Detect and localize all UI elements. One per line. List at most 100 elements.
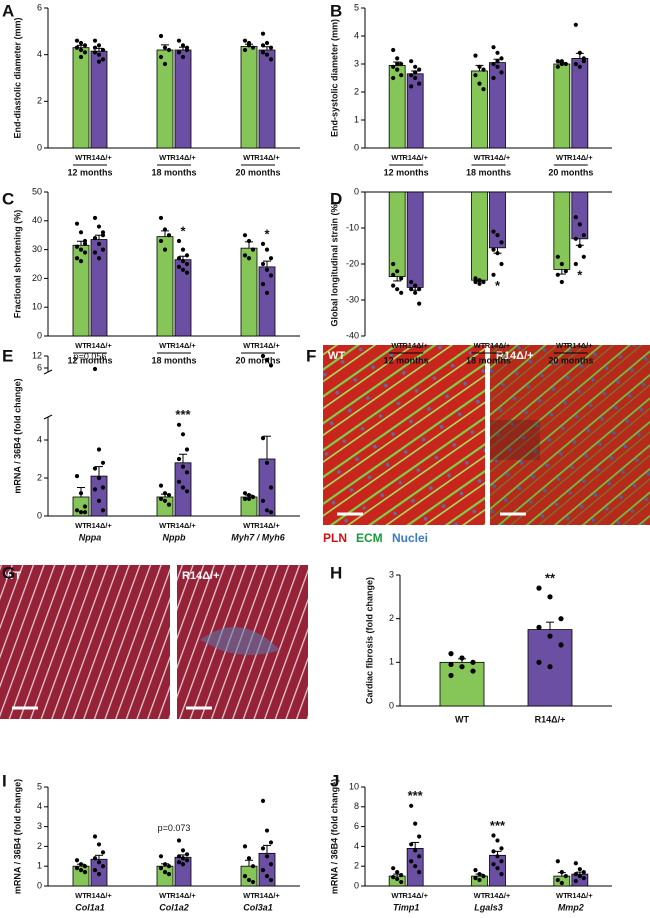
y-tick-label: 4 — [354, 30, 359, 40]
data-point — [242, 491, 248, 496]
data-point — [264, 267, 270, 272]
data-point — [74, 866, 80, 871]
group-label: Col1a2 — [159, 902, 189, 912]
annotation: * — [180, 223, 186, 238]
data-point — [268, 485, 274, 490]
data-point — [260, 353, 266, 359]
image-wt — [323, 345, 485, 525]
data-point — [473, 276, 478, 281]
data-point — [264, 40, 270, 46]
data-point — [577, 874, 582, 879]
data-point — [246, 256, 252, 261]
data-point — [459, 664, 465, 670]
y-tick-label: 3 — [37, 821, 42, 831]
data-point — [78, 510, 84, 515]
data-point — [491, 61, 496, 67]
data-point — [82, 504, 88, 509]
data-point — [395, 61, 400, 67]
bar — [174, 49, 192, 149]
data-point — [536, 659, 542, 665]
data-point — [268, 862, 274, 867]
data-point — [184, 470, 190, 475]
data-point — [409, 59, 414, 64]
image-region — [490, 420, 540, 460]
data-point — [96, 860, 102, 865]
x-tick-label: WT — [159, 341, 171, 350]
data-point — [82, 50, 88, 55]
data-point — [74, 474, 80, 479]
data-point — [391, 47, 396, 53]
data-point — [78, 868, 84, 873]
data-point — [96, 872, 102, 877]
data-point — [242, 253, 248, 258]
legend-entry: ECM — [356, 531, 383, 545]
data-point — [158, 215, 164, 221]
data-point — [417, 870, 422, 875]
data-point — [448, 661, 454, 668]
data-point — [176, 479, 182, 484]
data-point — [246, 877, 252, 883]
micrograph-g: WT R14Δ/+ — [0, 565, 308, 719]
x-tick-label: WT — [474, 153, 486, 162]
data-point — [268, 840, 274, 845]
data-point — [417, 834, 422, 839]
group-label: 18 months — [466, 355, 511, 365]
data-point — [417, 67, 422, 72]
y-axis-label: Cardiac fibrosis (fold change) — [364, 577, 374, 704]
data-point — [162, 227, 168, 232]
bar — [471, 191, 488, 281]
data-point — [391, 866, 396, 871]
x-tick-label: R14Δ/+ — [567, 341, 593, 350]
data-point — [409, 73, 414, 78]
data-point — [495, 838, 500, 843]
y-tick-label: 2 — [37, 841, 42, 851]
data-point — [100, 47, 106, 53]
data-point — [547, 594, 553, 600]
data-point — [417, 854, 422, 859]
x-tick-label: R14Δ/+ — [254, 153, 280, 162]
data-point — [268, 273, 274, 278]
data-point — [78, 47, 84, 53]
data-point — [74, 256, 80, 261]
data-point — [92, 38, 98, 43]
data-point — [573, 872, 578, 877]
group-label: 18 months — [466, 167, 511, 177]
y-tick-label: 4 — [37, 49, 42, 59]
data-point — [581, 233, 586, 238]
data-point — [581, 59, 586, 64]
data-point — [577, 64, 582, 69]
data-point — [264, 52, 270, 57]
data-point — [555, 59, 560, 64]
data-point — [495, 59, 500, 64]
x-tick-label: WT — [556, 153, 568, 162]
x-tick-label: R14Δ/+ — [86, 891, 112, 900]
y-tick-label: 10 — [32, 302, 42, 312]
data-point — [180, 267, 186, 272]
data-point — [92, 250, 98, 255]
y-tick-label: 3 — [354, 58, 359, 68]
data-point — [162, 491, 168, 496]
data-point — [78, 862, 84, 867]
bar — [90, 50, 108, 149]
data-point — [491, 75, 496, 81]
data-point — [96, 498, 102, 503]
data-point — [82, 510, 88, 515]
data-point — [581, 875, 586, 881]
data-point — [166, 872, 172, 877]
data-point — [78, 491, 84, 496]
data-point — [499, 56, 504, 61]
y-axis-label: mRNA / 36B4 (fold change) — [329, 779, 339, 894]
data-point — [250, 864, 256, 869]
data-point — [577, 222, 582, 227]
data-point — [264, 828, 270, 833]
group-label: 18 months — [151, 355, 196, 365]
data-point — [82, 241, 88, 246]
data-point — [184, 852, 190, 857]
data-point — [268, 45, 274, 50]
data-point — [100, 247, 106, 252]
y-axis-label: End-diastolic diameter (mm) — [12, 17, 22, 138]
y-tick-label: 5 — [37, 781, 42, 791]
data-point — [78, 230, 84, 235]
data-point — [180, 43, 186, 48]
